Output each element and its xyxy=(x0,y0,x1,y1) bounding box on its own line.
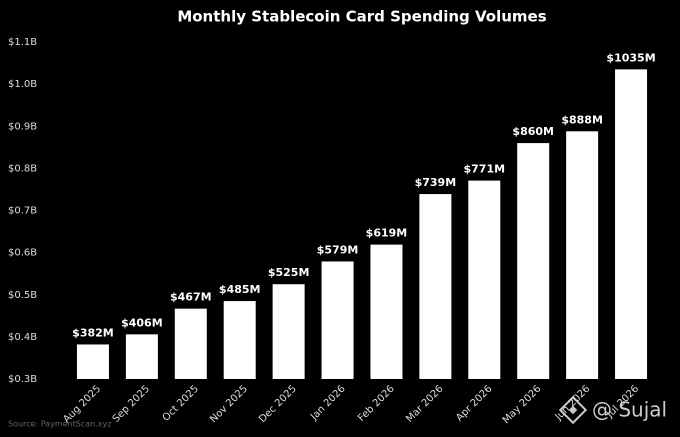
value-label: $739M xyxy=(415,176,457,189)
source: Source: PaymentScan.xyz xyxy=(8,420,111,429)
bar xyxy=(76,344,109,379)
bar xyxy=(419,194,452,379)
x-tick-label: Apr 2026 xyxy=(454,383,494,423)
y-tick-label: $1.1B xyxy=(8,37,37,48)
value-label: $860M xyxy=(512,125,554,138)
chart-title: Monthly Stablecoin Card Spending Volumes xyxy=(177,8,546,26)
bar xyxy=(468,180,501,379)
bar xyxy=(517,143,550,379)
x-tick-label: Feb 2026 xyxy=(356,383,397,424)
value-label: $382M xyxy=(72,326,114,339)
bar xyxy=(125,334,158,379)
value-label: $888M xyxy=(561,113,603,126)
bar xyxy=(321,261,354,379)
value-label: $485M xyxy=(219,283,261,296)
x-tick-label: Jan 2026 xyxy=(308,383,348,423)
y-tick-label: $0.6B xyxy=(8,248,37,259)
y-tick-label: $0.7B xyxy=(8,206,37,217)
value-label: $467M xyxy=(170,291,212,304)
value-label: $771M xyxy=(464,163,506,176)
value-label: $579M xyxy=(317,243,359,256)
bar xyxy=(174,308,207,379)
watermark: @ Sujal xyxy=(592,398,667,422)
bar xyxy=(223,301,256,379)
y-tick-label: $0.8B xyxy=(8,163,37,174)
value-label: $525M xyxy=(268,266,310,279)
bar xyxy=(615,69,648,379)
x-tick-label: Sep 2025 xyxy=(111,383,152,424)
x-tick-label: Dec 2025 xyxy=(257,383,299,425)
y-tick-label: $0.5B xyxy=(8,290,37,301)
y-tick-label: $1.0B xyxy=(8,79,37,90)
x-tick-label: Nov 2025 xyxy=(208,383,250,425)
value-label: $406M xyxy=(121,316,163,329)
y-tick-label: $0.4B xyxy=(8,332,37,343)
x-tick-label: Mar 2026 xyxy=(404,383,445,424)
bar xyxy=(566,131,599,379)
bar xyxy=(370,244,403,379)
x-tick-label: May 2026 xyxy=(501,383,544,426)
bar xyxy=(272,284,305,379)
x-tick-label: Oct 2025 xyxy=(161,383,201,423)
value-label: $1035M xyxy=(606,51,655,64)
y-tick-label: $0.9B xyxy=(8,121,37,132)
y-tick-label: $0.3B xyxy=(8,374,37,385)
value-label: $619M xyxy=(366,227,408,240)
x-tick-label: Jun 2026 xyxy=(553,383,593,423)
